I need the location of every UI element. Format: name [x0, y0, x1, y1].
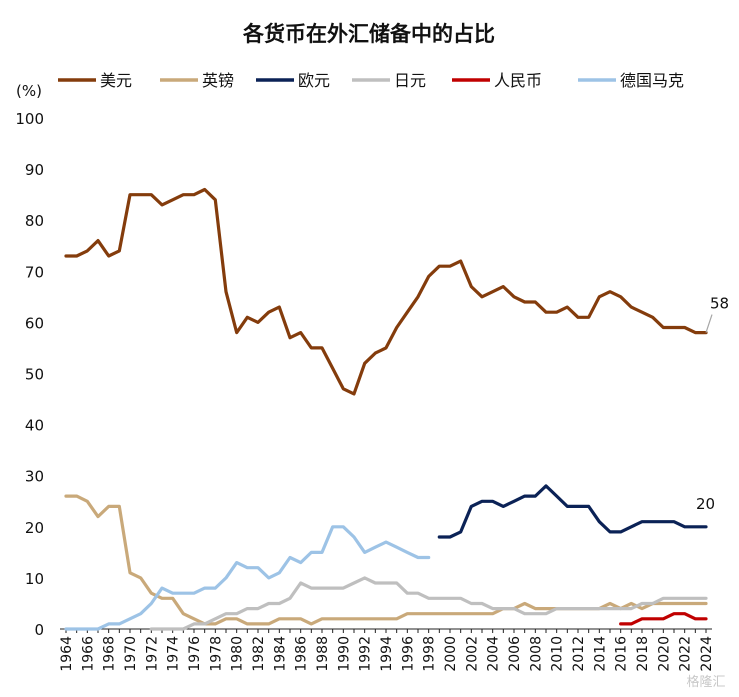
legend: 美元 英镑 欧元 日元 人民币 德国马克	[58, 71, 684, 90]
series-lines	[64, 187, 708, 631]
x-tick-label: 1992	[358, 636, 374, 672]
annotation-label: 20	[696, 495, 715, 513]
watermark-text: 格隆汇	[686, 674, 725, 690]
series-line-人民币	[619, 612, 708, 626]
y-tick-label: 30	[25, 468, 44, 486]
x-tick-label: 1966	[80, 636, 96, 672]
legend-label: 德国马克	[620, 71, 684, 90]
x-tick-label: 1982	[251, 636, 267, 672]
x-tick-label: 1998	[422, 636, 438, 672]
x-tick-label: 1978	[208, 636, 224, 672]
x-tick-label: 2006	[507, 636, 523, 672]
y-tick-label: 90	[25, 161, 44, 179]
x-tick-label: 2008	[528, 636, 544, 672]
x-tick-label: 2016	[614, 636, 630, 672]
series-line-英镑	[64, 494, 708, 626]
y-tick-label: 40	[25, 417, 44, 435]
x-tick-label: 2000	[443, 636, 459, 672]
y-tick-label: 100	[15, 110, 44, 128]
watermark: 格隆汇	[686, 674, 725, 690]
x-tick-label: 1976	[187, 636, 203, 672]
x-tick-label: 1984	[272, 636, 288, 672]
legend-label: 欧元	[298, 71, 330, 90]
legend-label: 英镑	[202, 71, 234, 90]
y-axis-unit-label: (%)	[16, 82, 42, 100]
series-line-美元	[64, 187, 708, 396]
x-tick-label: 2020	[656, 636, 672, 672]
y-tick-label: 70	[25, 263, 44, 281]
x-tick-label: 1968	[102, 636, 118, 672]
y-tick-label: 20	[25, 519, 44, 537]
x-tick-label: 1970	[123, 636, 139, 672]
series-line-日元	[149, 576, 708, 631]
annotation-leader-line	[705, 314, 713, 333]
annotations: 58 20	[696, 295, 729, 513]
series-line-欧元	[437, 484, 708, 539]
x-tick-label: 2018	[635, 636, 651, 672]
x-tick-label: 1990	[336, 636, 352, 672]
series-line-德国马克	[64, 525, 431, 631]
x-tick-label: 2010	[550, 636, 566, 672]
x-tick-label: 1986	[294, 636, 310, 672]
x-tick-label: 1996	[400, 636, 416, 672]
x-tick-label: 2014	[592, 636, 608, 672]
y-tick-label: 60	[25, 314, 44, 332]
x-tick-label: 1988	[315, 636, 331, 672]
legend-label: 美元	[100, 71, 132, 90]
annotation-label: 58	[710, 295, 729, 313]
legend-label: 人民币	[494, 71, 542, 90]
x-tick-label: 2024	[699, 636, 715, 672]
x-tick-label: 2002	[464, 636, 480, 672]
x-tick-label: 1974	[166, 636, 182, 672]
x-tick-label: 1980	[230, 636, 246, 672]
legend-label: 日元	[394, 71, 426, 90]
x-tick-label: 2022	[678, 636, 694, 672]
y-tick-label: 50	[25, 366, 44, 384]
x-tick-label: 1994	[379, 636, 395, 672]
x-tick-label: 1964	[59, 636, 75, 672]
y-tick-label: 10	[25, 570, 44, 588]
y-axis: 0 10 20 30 40 50 60 70 80 90 100	[15, 110, 44, 639]
x-tick-label: 2004	[486, 636, 502, 672]
x-tick-label: 2012	[571, 636, 587, 672]
x-tick-label: 1972	[144, 636, 160, 672]
y-tick-label: 80	[25, 212, 44, 230]
y-tick-label: 0	[34, 621, 44, 639]
chart-title: 各货币在外汇储备中的占比	[242, 22, 495, 46]
x-axis: 1964 1966 1968 1970 1972 1974 1976 1978 1980 1982…	[59, 628, 715, 672]
